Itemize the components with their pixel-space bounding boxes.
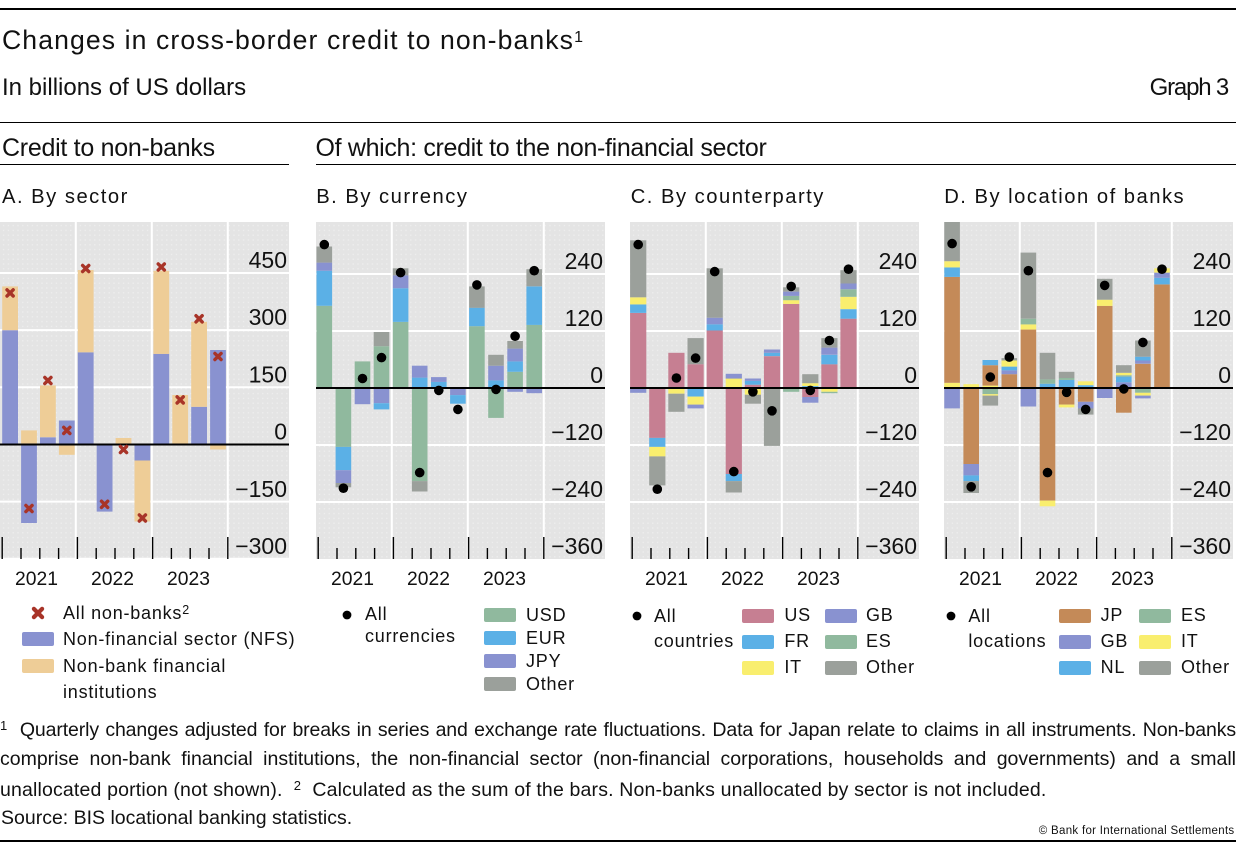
svg-text:0: 0 [590, 362, 603, 388]
svg-text:2021: 2021 [15, 569, 58, 590]
svg-text:240: 240 [1192, 248, 1230, 274]
svg-text:−360: −360 [1179, 533, 1231, 559]
svg-text:2021: 2021 [331, 569, 374, 590]
svg-text:−240: −240 [551, 476, 603, 502]
svg-text:−360: −360 [551, 533, 603, 559]
svg-text:2023: 2023 [167, 569, 210, 590]
svg-text:2022: 2022 [91, 569, 134, 590]
svg-text:2022: 2022 [407, 569, 450, 590]
svg-text:150: 150 [249, 361, 287, 387]
svg-text:−360: −360 [865, 533, 917, 559]
svg-text:450: 450 [249, 247, 287, 273]
svg-text:120: 120 [879, 305, 917, 331]
svg-text:2023: 2023 [483, 569, 526, 590]
svg-text:−300: −300 [235, 533, 287, 559]
svg-text:240: 240 [564, 248, 602, 274]
svg-text:2022: 2022 [1035, 569, 1078, 590]
svg-text:−240: −240 [865, 476, 917, 502]
svg-text:2021: 2021 [959, 569, 1002, 590]
svg-text:−120: −120 [551, 419, 603, 445]
svg-text:300: 300 [249, 304, 287, 330]
svg-text:2023: 2023 [1111, 569, 1154, 590]
svg-text:−150: −150 [235, 476, 287, 502]
svg-text:−120: −120 [865, 419, 917, 445]
svg-text:0: 0 [904, 362, 917, 388]
svg-text:−120: −120 [1179, 419, 1231, 445]
svg-text:240: 240 [879, 248, 917, 274]
svg-text:2023: 2023 [797, 569, 840, 590]
svg-text:2021: 2021 [645, 569, 688, 590]
svg-text:120: 120 [1192, 305, 1230, 331]
svg-text:0: 0 [274, 419, 287, 445]
svg-text:0: 0 [1218, 362, 1231, 388]
svg-text:2022: 2022 [721, 569, 764, 590]
svg-text:120: 120 [564, 305, 602, 331]
svg-text:−240: −240 [1179, 476, 1231, 502]
